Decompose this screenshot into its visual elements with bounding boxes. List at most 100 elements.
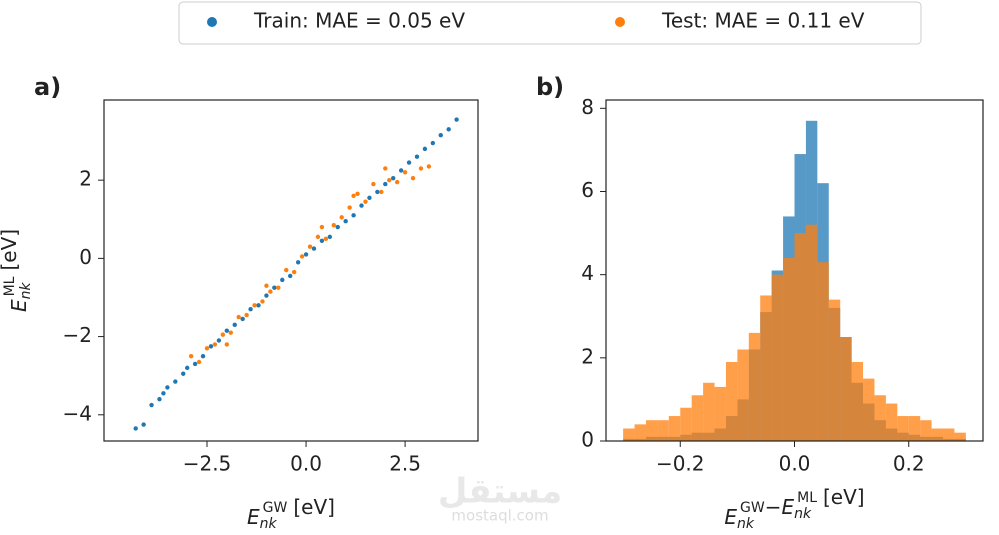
x-tick-label: 0.0	[290, 452, 322, 476]
x-axis-label-sub: nk	[260, 516, 278, 532]
x-axis-label-symbol: E	[724, 505, 737, 529]
point	[264, 283, 269, 288]
point	[196, 359, 202, 365]
point	[276, 285, 281, 290]
axes-frame	[103, 99, 479, 442]
point	[256, 303, 261, 308]
bar	[897, 416, 909, 441]
bar	[885, 403, 898, 441]
point	[295, 260, 301, 265]
point	[133, 426, 138, 431]
x-axis-label: EnkGW [eV]	[247, 495, 335, 533]
point	[426, 164, 432, 169]
point	[204, 346, 210, 351]
point	[165, 385, 170, 390]
panel-label: b)	[536, 73, 564, 101]
y-axis-label: EnkML [eV]	[0, 229, 34, 312]
point	[343, 219, 348, 224]
y-tick-label: 0	[79, 245, 92, 269]
point	[192, 361, 198, 367]
x-axis-label-sup: GW	[740, 500, 765, 516]
bar	[943, 428, 955, 441]
point	[355, 191, 360, 197]
point	[212, 342, 218, 347]
point	[454, 117, 459, 122]
point	[367, 195, 372, 200]
point	[410, 176, 416, 181]
bar	[645, 420, 658, 441]
y-tick-label: 4	[581, 261, 594, 285]
point	[236, 314, 241, 320]
x-tick-label: 0.0	[779, 452, 811, 476]
bar	[840, 337, 852, 441]
bar	[817, 262, 829, 441]
x-axis-label-sup: GW	[263, 500, 288, 516]
bar	[668, 416, 681, 441]
point	[327, 234, 333, 240]
point	[224, 328, 230, 333]
bar	[783, 258, 795, 441]
bar	[691, 395, 704, 441]
bar	[771, 274, 784, 441]
bar	[908, 416, 921, 441]
x-tick-label: −0.2	[656, 452, 705, 476]
point	[208, 344, 214, 349]
x-axis-operator: −	[765, 495, 782, 519]
point	[161, 391, 166, 396]
point	[394, 179, 400, 185]
legend-marker	[207, 17, 217, 27]
y-tick-label: 2	[581, 344, 594, 368]
bar	[863, 378, 875, 441]
plot-area	[133, 117, 459, 431]
x-tick-label: 0.2	[893, 452, 925, 476]
point	[351, 213, 356, 218]
point	[379, 189, 384, 195]
point	[248, 307, 253, 312]
point	[280, 277, 285, 283]
point	[291, 269, 297, 275]
point	[383, 181, 388, 187]
bar	[954, 432, 966, 441]
point	[422, 146, 428, 152]
point	[391, 176, 396, 181]
bar	[634, 424, 646, 441]
point	[288, 273, 293, 279]
y-tick-label: −4	[63, 401, 92, 425]
point	[311, 246, 317, 251]
x-axis-label: EnkGW−EnkML [eV]	[724, 485, 864, 533]
bar	[703, 382, 715, 441]
bar	[657, 420, 669, 441]
point	[252, 303, 257, 308]
bar	[680, 407, 692, 441]
legend-label: Train: MAE = 0.05 eV	[253, 9, 465, 33]
point	[272, 285, 277, 290]
point	[402, 170, 408, 175]
point	[307, 244, 313, 249]
point	[268, 289, 273, 294]
point	[216, 338, 222, 343]
legend-marker	[615, 17, 625, 27]
point	[387, 177, 392, 183]
bar	[737, 349, 749, 441]
y-axis-label-symbol: E	[7, 299, 31, 312]
point	[220, 332, 226, 337]
bar	[760, 295, 772, 441]
point	[363, 199, 368, 204]
x-axis-unit: [eV]	[293, 495, 335, 519]
y-axis-label-sup: ML	[2, 276, 18, 296]
bar	[874, 395, 886, 441]
point	[181, 371, 186, 376]
point	[430, 140, 436, 146]
x-axis-label-sub: nk	[737, 516, 755, 532]
bar	[931, 428, 944, 441]
point	[398, 168, 404, 173]
bar	[828, 299, 841, 441]
point	[232, 322, 237, 328]
point	[414, 154, 420, 159]
point	[359, 203, 364, 208]
point	[351, 193, 356, 199]
y-tick-label: 2	[79, 167, 92, 191]
point	[371, 181, 376, 187]
point	[228, 330, 233, 335]
point	[184, 365, 190, 371]
